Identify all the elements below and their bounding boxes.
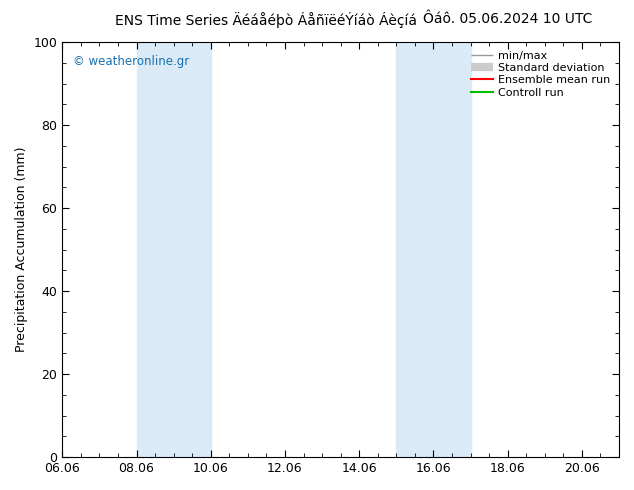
Text: Ôáô. 05.06.2024 10 UTC: Ôáô. 05.06.2024 10 UTC: [422, 12, 592, 26]
Legend: min/max, Standard deviation, Ensemble mean run, Controll run: min/max, Standard deviation, Ensemble me…: [468, 48, 614, 101]
Text: ENS Time Series Äéáåéþò ÁåñïëéÝíáò Áèçíá: ENS Time Series Äéáåéþò ÁåñïëéÝíáò Áèçíá: [115, 12, 417, 28]
Bar: [136, 42, 210, 457]
Y-axis label: Precipitation Accumulation (mm): Precipitation Accumulation (mm): [15, 147, 28, 352]
Text: © weatheronline.gr: © weatheronline.gr: [74, 54, 190, 68]
Bar: [396, 42, 470, 457]
